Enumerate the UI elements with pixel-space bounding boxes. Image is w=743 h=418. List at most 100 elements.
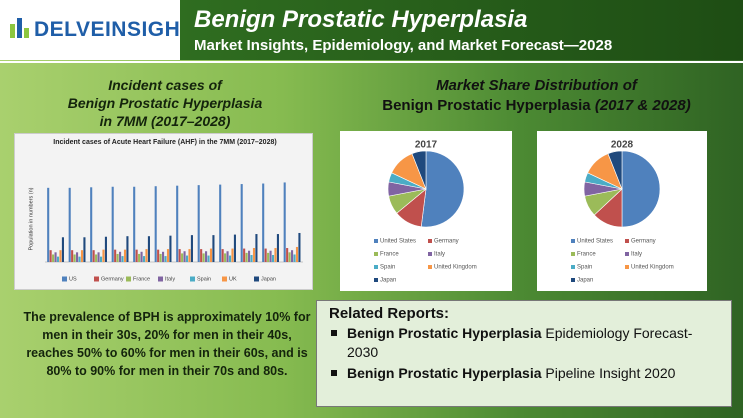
legend-swatch — [571, 265, 575, 269]
bar — [197, 185, 200, 262]
bar — [233, 234, 236, 262]
bar — [243, 248, 246, 262]
logo-icon — [10, 18, 29, 38]
legend-swatch — [374, 239, 378, 243]
bar — [154, 186, 157, 262]
heading-years: (2017 & 2028) — [594, 97, 691, 114]
related-reports: Related Reports: Benign Prostatic Hyperp… — [316, 300, 732, 407]
bar — [111, 186, 114, 262]
legend-label: Japan — [380, 278, 396, 284]
chart-title: 2028 — [611, 140, 634, 151]
legend-swatch — [571, 239, 575, 243]
bar — [102, 249, 105, 262]
pie-slice — [621, 150, 661, 228]
bar — [293, 254, 296, 262]
bar — [56, 256, 60, 262]
bar — [47, 187, 50, 262]
legend-swatch — [428, 265, 432, 269]
bar — [54, 252, 57, 262]
legend-swatch — [94, 276, 99, 282]
bar — [162, 251, 165, 262]
legend-label: UK — [229, 276, 237, 282]
bar — [147, 236, 150, 262]
legend-swatch — [625, 252, 629, 256]
bar-chart-panel: Incident cases of Acute Heart Failure (A… — [14, 133, 313, 290]
bar — [262, 183, 265, 262]
legend-swatch — [374, 265, 378, 269]
bar — [116, 253, 119, 262]
bar — [99, 256, 103, 262]
bar — [104, 236, 107, 262]
legend-swatch — [62, 276, 67, 282]
bar — [212, 235, 215, 262]
bar — [250, 255, 253, 262]
bar — [248, 250, 251, 262]
bar — [286, 248, 289, 262]
bar — [95, 254, 98, 262]
heading-line: Benign Prostatic Hyperplasia — [67, 95, 263, 111]
legend-label: United Kingdom — [631, 265, 674, 271]
bar — [221, 249, 224, 262]
legend-label: Spain — [577, 265, 592, 271]
bar — [181, 253, 184, 262]
legend-label: France — [577, 252, 596, 258]
legend-label: Spain — [197, 276, 211, 282]
legend-label: France — [133, 276, 150, 282]
legend-label: Germany — [101, 276, 124, 282]
legend-label: United Kingdom — [434, 265, 477, 271]
left-heading: Incident cases of Benign Prostatic Hyper… — [0, 76, 330, 130]
legend-swatch — [222, 276, 227, 282]
legend-swatch — [158, 276, 163, 282]
bar — [178, 249, 181, 262]
bar — [231, 248, 234, 262]
bar — [119, 251, 122, 262]
report-name: Benign Prostatic Hyperplasia — [347, 365, 542, 381]
logo-box — [0, 0, 180, 60]
bar — [49, 250, 52, 262]
report-rest: Pipeline Insight 2020 — [545, 365, 676, 381]
bar — [276, 234, 279, 262]
legend-swatch — [625, 239, 629, 243]
bar — [264, 248, 267, 262]
report-item[interactable]: Benign Prostatic Hyperplasia Pipeline In… — [329, 364, 719, 383]
heading-line: Market Share Distribution of — [436, 77, 637, 94]
legend-label: United States — [577, 239, 613, 245]
legend-label: US — [69, 276, 77, 282]
legend-swatch — [374, 278, 378, 282]
bar — [157, 249, 160, 262]
chart-title: 2017 — [415, 140, 438, 151]
bar — [135, 249, 138, 262]
bar — [245, 252, 248, 262]
bar — [52, 254, 55, 262]
bar — [59, 250, 62, 262]
bar — [267, 252, 270, 262]
legend-swatch — [428, 252, 432, 256]
report-item[interactable]: Benign Prostatic Hyperplasia Epidemiolog… — [329, 324, 719, 362]
bar — [274, 248, 277, 262]
pie-slice — [420, 150, 465, 228]
pie-slice — [411, 150, 427, 190]
report-name: Benign Prostatic Hyperplasia — [347, 325, 542, 341]
heading-text: Benign Prostatic Hyperplasia — [382, 97, 591, 114]
bar — [283, 182, 286, 262]
legend-swatch — [190, 276, 195, 282]
bar — [200, 249, 203, 262]
bar — [73, 254, 76, 262]
bar — [114, 249, 117, 262]
bar — [298, 232, 301, 262]
bar — [133, 186, 136, 262]
pie-slice — [607, 150, 623, 190]
subtitle: Market Insights, Epidemiology, and Marke… — [194, 37, 613, 54]
legend-label: United States — [380, 239, 416, 245]
legend-swatch — [571, 278, 575, 282]
title: Benign Prostatic Hyperplasia — [194, 6, 528, 33]
prevalence-text: The prevalence of BPH is approximately 1… — [23, 310, 311, 378]
right-heading: Market Share Distribution of Benign Pros… — [330, 76, 743, 116]
logo: DELVEINSIGHT — [34, 18, 194, 41]
legend-label: Germany — [631, 239, 656, 245]
y-axis-label: Population in numbers (n) — [28, 187, 34, 250]
bar — [61, 237, 64, 262]
legend-label: Italy — [165, 276, 175, 282]
heading-line: in 7MM (2017–2028) — [99, 113, 231, 129]
